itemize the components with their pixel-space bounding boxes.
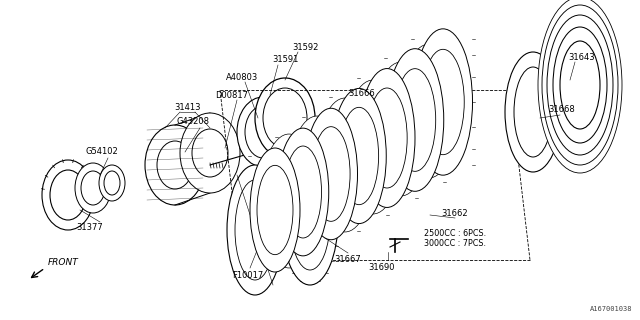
Ellipse shape xyxy=(255,78,315,158)
Ellipse shape xyxy=(514,67,552,157)
Ellipse shape xyxy=(367,88,407,188)
Text: 31377: 31377 xyxy=(77,223,104,233)
Ellipse shape xyxy=(75,163,111,213)
Text: F10017: F10017 xyxy=(232,270,264,279)
Ellipse shape xyxy=(42,160,94,230)
Ellipse shape xyxy=(387,49,444,191)
Ellipse shape xyxy=(257,165,293,255)
Text: G43208: G43208 xyxy=(177,117,209,126)
Text: 31690: 31690 xyxy=(369,263,396,273)
Text: D00817: D00817 xyxy=(216,91,248,100)
Text: A167001038: A167001038 xyxy=(589,306,632,312)
Ellipse shape xyxy=(312,127,350,221)
Ellipse shape xyxy=(237,97,289,167)
Ellipse shape xyxy=(288,116,346,250)
Ellipse shape xyxy=(145,125,205,205)
Ellipse shape xyxy=(505,52,561,172)
Text: 31592: 31592 xyxy=(292,43,318,52)
Text: FRONT: FRONT xyxy=(48,258,79,267)
Ellipse shape xyxy=(305,108,358,240)
Text: G54102: G54102 xyxy=(86,148,118,156)
Ellipse shape xyxy=(339,107,379,205)
Text: 31413: 31413 xyxy=(175,102,201,111)
Ellipse shape xyxy=(277,128,329,256)
Ellipse shape xyxy=(359,68,415,207)
Ellipse shape xyxy=(104,171,120,195)
Ellipse shape xyxy=(400,44,458,178)
Ellipse shape xyxy=(542,5,618,165)
Ellipse shape xyxy=(422,49,464,155)
Text: 31643: 31643 xyxy=(569,53,595,62)
Text: 31666: 31666 xyxy=(349,89,376,98)
Ellipse shape xyxy=(50,170,86,220)
Ellipse shape xyxy=(235,180,275,280)
Ellipse shape xyxy=(282,155,338,285)
Ellipse shape xyxy=(157,141,193,189)
Ellipse shape xyxy=(284,146,321,238)
Text: 3000CC : 7PCS.: 3000CC : 7PCS. xyxy=(424,239,486,249)
Ellipse shape xyxy=(245,106,281,158)
Ellipse shape xyxy=(263,88,307,148)
Ellipse shape xyxy=(394,69,436,171)
Ellipse shape xyxy=(413,29,472,175)
Text: 31591: 31591 xyxy=(272,55,298,65)
Ellipse shape xyxy=(81,171,105,205)
Ellipse shape xyxy=(290,170,330,270)
Ellipse shape xyxy=(547,15,613,155)
Text: 31667: 31667 xyxy=(335,255,362,265)
Text: 31662: 31662 xyxy=(442,209,468,218)
Ellipse shape xyxy=(316,98,374,232)
Ellipse shape xyxy=(180,113,240,193)
Ellipse shape xyxy=(553,27,607,143)
Ellipse shape xyxy=(538,0,622,173)
Ellipse shape xyxy=(227,165,283,295)
Text: 31668: 31668 xyxy=(548,106,575,115)
Ellipse shape xyxy=(192,129,228,177)
Text: 2500CC : 6PCS.: 2500CC : 6PCS. xyxy=(424,228,486,237)
Ellipse shape xyxy=(250,148,300,272)
Ellipse shape xyxy=(560,41,600,129)
Ellipse shape xyxy=(260,134,317,268)
Text: A40803: A40803 xyxy=(226,73,258,82)
Ellipse shape xyxy=(372,62,429,196)
Ellipse shape xyxy=(99,165,125,201)
Ellipse shape xyxy=(332,88,387,224)
Ellipse shape xyxy=(344,80,402,214)
